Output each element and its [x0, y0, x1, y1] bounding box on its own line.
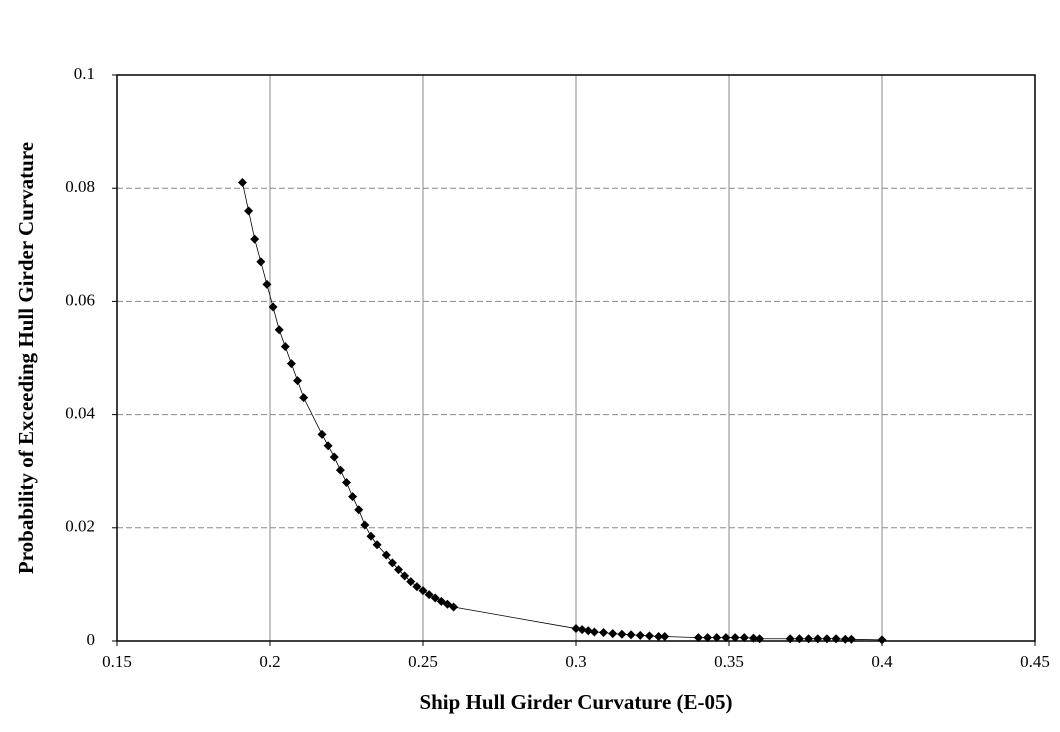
- data-point: [626, 630, 636, 640]
- data-point: [721, 633, 731, 643]
- y-tick-label: 0.04: [65, 404, 95, 423]
- data-point: [608, 629, 618, 639]
- data-point: [877, 635, 887, 645]
- y-tick-label: 0: [87, 630, 96, 649]
- data-point: [660, 631, 670, 641]
- data-point: [412, 582, 422, 592]
- data-point: [813, 634, 823, 644]
- data-point: [406, 577, 416, 587]
- data-point: [329, 452, 339, 462]
- data-point: [693, 633, 703, 643]
- x-tick-label: 0.4: [871, 652, 893, 671]
- data-point: [785, 634, 795, 644]
- data-point: [730, 633, 740, 643]
- data-point: [703, 633, 713, 643]
- data-point: [317, 429, 327, 439]
- data-point: [268, 302, 278, 312]
- data-point: [635, 630, 645, 640]
- x-tick-label: 0.3: [565, 652, 586, 671]
- data-point: [794, 634, 804, 644]
- x-tick-label: 0.35: [714, 652, 744, 671]
- data-point: [348, 492, 358, 502]
- data-point: [831, 634, 841, 644]
- data-point: [342, 478, 351, 488]
- data-point: [822, 634, 832, 644]
- y-tick-label: 0.02: [65, 517, 95, 536]
- data-point: [274, 325, 284, 335]
- data-point: [748, 633, 758, 643]
- data-point: [262, 279, 272, 289]
- data-point: [430, 593, 440, 603]
- data-point: [589, 627, 599, 637]
- x-axis-title: Ship Hull Girder Curvature (E-05): [419, 690, 732, 714]
- data-point: [360, 520, 370, 530]
- x-tick-label: 0.2: [259, 652, 280, 671]
- data-point: [335, 465, 345, 475]
- data-point: [237, 178, 247, 188]
- data-point: [644, 631, 654, 641]
- data-point: [387, 558, 397, 568]
- data-point: [739, 633, 749, 643]
- plot-frame: [116, 74, 1036, 642]
- data-point: [354, 505, 364, 515]
- data-point: [449, 602, 459, 612]
- data-point: [424, 590, 434, 600]
- data-point: [244, 206, 254, 216]
- data-point: [400, 571, 410, 581]
- data-point: [250, 234, 260, 244]
- data-point: [804, 634, 814, 644]
- data-point: [577, 625, 587, 635]
- data-point: [846, 634, 856, 644]
- data-point: [293, 376, 303, 386]
- data-point: [381, 550, 391, 560]
- data-point: [599, 628, 609, 638]
- x-tick-label: 0.15: [102, 652, 132, 671]
- data-point: [323, 441, 333, 451]
- y-tick-label: 0.1: [74, 64, 95, 83]
- data-point: [583, 626, 593, 636]
- x-tick-label: 0.45: [1020, 652, 1050, 671]
- x-tick-label: 0.25: [408, 652, 438, 671]
- data-point: [299, 393, 309, 403]
- data-point: [755, 634, 765, 644]
- data-point: [571, 624, 581, 634]
- data-point: [418, 586, 428, 596]
- data-point: [394, 565, 404, 575]
- data-point: [372, 540, 382, 550]
- y-axis-title: Probability of Exceeding Hull Girder Cur…: [14, 142, 38, 574]
- y-tick-label: 0.06: [65, 290, 95, 309]
- data-point: [654, 631, 664, 641]
- data-point: [286, 359, 296, 369]
- data-point: [840, 634, 850, 644]
- data-point: [617, 629, 627, 639]
- data-point: [712, 633, 722, 643]
- data-point: [256, 257, 266, 267]
- y-tick-label: 0.08: [65, 177, 95, 196]
- data-point: [366, 531, 376, 541]
- data-point: [280, 342, 290, 352]
